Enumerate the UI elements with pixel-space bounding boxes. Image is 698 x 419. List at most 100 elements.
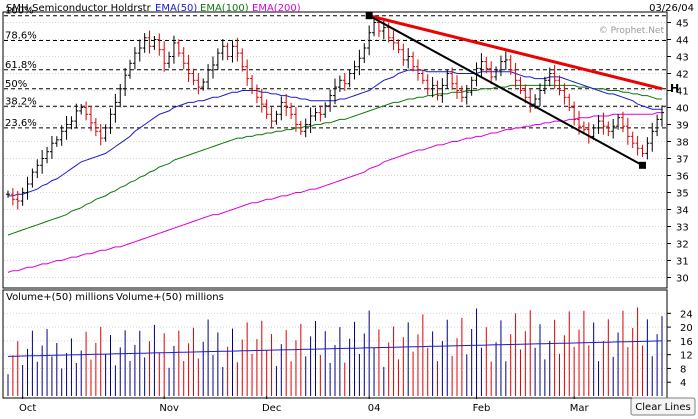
- trendline-red: [368, 14, 663, 91]
- ohlc-bar: [347, 69, 352, 88]
- ohlc-bar: [313, 107, 318, 121]
- chart-date: 03/26/04: [649, 3, 694, 14]
- ohlc-bar: [230, 40, 235, 63]
- ohlc-bar: [210, 56, 215, 79]
- ohlc-bar: [645, 137, 650, 160]
- ohlc-bar: [601, 112, 606, 135]
- ohlc-bar: [186, 54, 191, 82]
- ohlc-bar: [93, 118, 98, 137]
- ohlc-bar: [542, 76, 547, 95]
- ohlc-bar: [245, 59, 250, 86]
- volume-tick-label: 8: [680, 364, 686, 375]
- ohlc-bar: [469, 76, 474, 96]
- watermark: © Prophet.Net: [599, 26, 665, 36]
- ohlc-bar: [625, 117, 630, 145]
- ohlc-bar: [450, 67, 455, 90]
- volume-tick-label: 12: [680, 351, 693, 362]
- ohlc-bar: [367, 25, 372, 56]
- ohlc-bar: [489, 61, 494, 85]
- ohlc-bar: [157, 33, 162, 56]
- trend-anchor-marker: [365, 12, 373, 20]
- ohlc-bar: [59, 125, 64, 146]
- ohlc-bar: [459, 85, 464, 103]
- ohlc-bar: [79, 103, 84, 115]
- ohlc-bar: [411, 51, 416, 72]
- ohlc-bar: [381, 19, 386, 40]
- ohlc-bar: [455, 75, 460, 99]
- ohlc-bar: [103, 124, 108, 142]
- date-tick-label: Feb: [473, 403, 491, 414]
- ohlc-bar: [25, 176, 30, 200]
- ohlc-bar: [635, 135, 640, 156]
- price-tick-label: 33: [676, 223, 689, 234]
- ohlc-bar: [206, 64, 211, 89]
- ohlc-bar: [611, 118, 616, 139]
- ohlc-bar: [362, 43, 367, 63]
- ohlc-bar: [445, 69, 450, 89]
- ohlc-bar: [650, 122, 655, 152]
- ohlc-bar: [440, 78, 445, 103]
- ohlc-bar: [660, 105, 664, 127]
- date-tick-label: Mar: [570, 403, 590, 414]
- ohlc-bar: [128, 59, 133, 79]
- date-tick-label: Oct: [19, 403, 36, 414]
- ema200-series: [7, 112, 662, 273]
- price-tick-label: 38: [676, 138, 689, 149]
- legend-ema100: EMA(100): [200, 3, 249, 14]
- ohlc-bar: [167, 51, 172, 69]
- volume-title-repeat: Volume+(50) millions: [116, 292, 224, 303]
- date-tick-label: 04: [368, 403, 381, 414]
- ohlc-bar: [591, 124, 596, 140]
- ohlc-bar: [640, 144, 645, 157]
- volume-tick-label: 24: [680, 309, 693, 320]
- ohlc-bar: [123, 67, 128, 97]
- ohlc-bar: [196, 73, 201, 95]
- price-tick-label: 43: [676, 53, 689, 64]
- ohlc-bar: [333, 78, 337, 105]
- ohlc-bar: [498, 55, 503, 77]
- trendline-black: [368, 14, 643, 167]
- ohlc-bar: [620, 111, 625, 133]
- legend-ema200: EMA(200): [252, 3, 301, 14]
- ohlc-bar: [298, 120, 303, 135]
- ohlc-bar: [655, 114, 660, 137]
- ohlc-bar: [284, 93, 289, 116]
- ohlc-bar: [20, 187, 25, 206]
- price-bars: [6, 16, 664, 210]
- ohlc-bar: [118, 84, 123, 108]
- fib-label: 78.6%: [5, 31, 37, 42]
- ohlc-bar: [269, 107, 274, 129]
- price-tick-label: 44: [676, 36, 689, 47]
- ohlc-bar: [113, 93, 118, 123]
- ohlc-bar: [406, 48, 411, 69]
- ohlc-bar: [494, 66, 499, 81]
- ohlc-bar: [30, 168, 35, 188]
- fib-label: 38.2%: [5, 96, 37, 107]
- fib-label: 100%: [5, 6, 34, 17]
- ohlc-bar: [201, 78, 206, 91]
- clear-lines-button[interactable]: Clear Lines: [630, 397, 696, 416]
- ohlc-bar: [279, 96, 284, 121]
- ohlc-bar: [215, 48, 220, 70]
- ohlc-bar: [430, 76, 435, 98]
- ohlc-bar: [49, 135, 54, 159]
- ohlc-bar: [479, 53, 484, 77]
- ohlc-bar: [513, 62, 518, 88]
- ohlc-bar: [518, 76, 523, 95]
- ohlc-bar: [303, 118, 308, 138]
- price-axis: 30 31 32 33 34 35 36 37 38 39 40 41 42 43 44 45: [667, 19, 689, 285]
- volume-tick-label: 16: [680, 337, 693, 348]
- ohlc-bar: [323, 102, 328, 118]
- price-tick-label: 45: [676, 19, 689, 30]
- ohlc-bar: [318, 105, 323, 122]
- ohlc-bar: [98, 124, 103, 146]
- date-tick-label: Dec: [262, 403, 281, 414]
- ohlc-bar: [337, 75, 342, 92]
- ohlc-bar: [147, 30, 152, 54]
- volume-tick-label: 4: [680, 378, 686, 389]
- legend-ema50: EMA(50): [155, 3, 197, 14]
- date-axis: Oct Nov Dec 04 Feb Mar: [19, 396, 589, 414]
- price-tick-label: 42: [676, 70, 689, 81]
- ohlc-bar: [308, 107, 313, 133]
